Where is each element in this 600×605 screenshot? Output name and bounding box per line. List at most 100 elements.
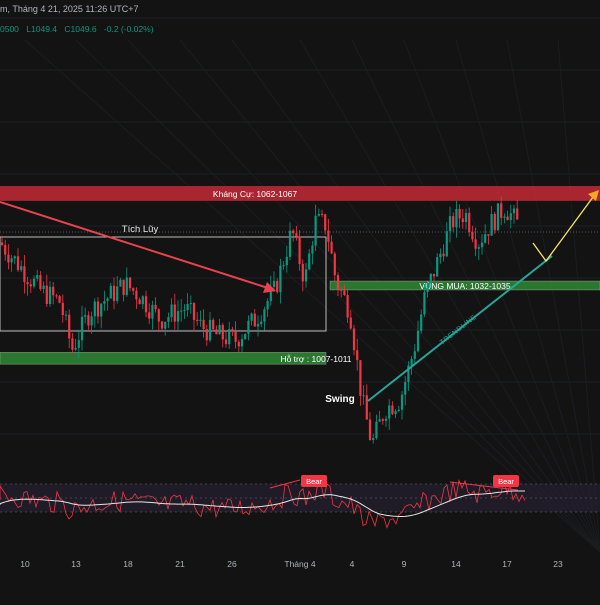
x-tick-label: 13 xyxy=(71,559,81,569)
candle-body xyxy=(244,333,247,340)
candle-body xyxy=(429,273,432,284)
candle-body xyxy=(474,239,477,249)
candle-body xyxy=(314,215,317,246)
grid-line xyxy=(455,39,600,553)
candle-body xyxy=(93,301,96,317)
candle-body xyxy=(423,292,426,315)
support-label: Hỗ trợ : 1007-1011 xyxy=(280,354,351,364)
candle-body xyxy=(301,263,304,282)
downtrend-arrow xyxy=(263,282,276,293)
candle-body xyxy=(90,316,93,326)
candle-body xyxy=(52,286,55,296)
candle-body xyxy=(365,395,368,420)
candle-body xyxy=(298,236,301,264)
downtrend-line xyxy=(0,201,269,289)
candle-body xyxy=(256,324,260,327)
candle-body xyxy=(36,275,39,279)
candle-body xyxy=(199,319,202,321)
rsi-line xyxy=(0,479,526,529)
candle-body xyxy=(0,242,4,246)
candle-body xyxy=(276,280,279,293)
candle-body xyxy=(112,285,116,301)
candle-body xyxy=(77,340,80,348)
candle-body xyxy=(343,290,346,296)
candle-body xyxy=(173,304,176,322)
candle-body xyxy=(503,216,506,218)
candle-body xyxy=(183,310,186,312)
candle-body xyxy=(384,418,388,421)
candle-body xyxy=(100,303,103,317)
buy-zone-zone xyxy=(329,280,600,291)
candle-body xyxy=(455,208,458,228)
candle-body xyxy=(394,410,397,415)
candle-body xyxy=(135,290,138,300)
candle-body xyxy=(164,321,167,329)
candle-body xyxy=(381,419,384,421)
candle-body xyxy=(436,257,439,277)
candle-body xyxy=(212,319,215,330)
grid-line xyxy=(231,39,600,553)
candle-body xyxy=(311,245,314,254)
candle-body xyxy=(420,314,423,331)
bear-badge-label: Bear xyxy=(498,477,514,486)
candle-body xyxy=(7,254,10,263)
ohlc-close: C1049.6 xyxy=(64,24,97,34)
candle-body xyxy=(23,266,26,283)
candle-body xyxy=(138,299,141,305)
candle-body xyxy=(263,309,266,322)
candle-body xyxy=(464,212,468,223)
candle-body xyxy=(327,230,330,242)
candle-body xyxy=(493,213,496,231)
candle-body xyxy=(39,275,42,290)
candle-body xyxy=(119,279,122,287)
candle-body xyxy=(397,409,400,411)
candle-body xyxy=(512,208,516,214)
bear-badge xyxy=(493,475,519,487)
candle-body xyxy=(266,301,269,310)
x-tick-label: 17 xyxy=(502,559,512,569)
grid-line xyxy=(506,39,600,553)
candle-body xyxy=(141,296,144,305)
grid-line xyxy=(179,39,600,553)
candle-body xyxy=(234,331,237,342)
candle-body xyxy=(109,285,112,299)
candle-body xyxy=(215,329,218,335)
candle-body xyxy=(500,203,503,218)
candle-body xyxy=(218,324,221,335)
grid-line xyxy=(24,39,600,553)
candle-body xyxy=(116,286,119,301)
candle-body xyxy=(320,214,324,216)
candle-body xyxy=(330,241,333,254)
candle-body xyxy=(272,280,276,287)
candle-body xyxy=(378,419,381,422)
candle-body xyxy=(29,284,32,287)
candle-body xyxy=(176,311,180,322)
candle-body xyxy=(292,230,295,234)
candle-body xyxy=(61,302,64,316)
rsi-divergence-line xyxy=(449,481,519,491)
candle-body xyxy=(237,341,240,347)
candle-body xyxy=(4,245,7,255)
candle-body xyxy=(132,288,135,291)
projection-path xyxy=(532,192,597,263)
candle-body xyxy=(144,296,148,313)
candle-body xyxy=(208,319,212,341)
x-tick-label: 26 xyxy=(227,559,237,569)
ohlc-change: -0.2 (-0.02%) xyxy=(103,24,154,34)
candle-body xyxy=(192,303,196,320)
buy-zone-label: VÙNG MUA: 1032-1035 xyxy=(419,281,510,291)
candle-body xyxy=(170,304,173,318)
candle-body xyxy=(71,338,74,350)
candle-body xyxy=(231,329,234,332)
candle-body xyxy=(68,314,71,339)
candle-body xyxy=(471,232,474,240)
candle-body xyxy=(279,265,282,293)
candle-body xyxy=(154,304,157,310)
candle-body xyxy=(413,351,416,359)
candle-body xyxy=(352,328,356,351)
candle-body xyxy=(16,256,20,271)
chart-title: m, Tháng 4 21, 2025 11:26 UTC+7 xyxy=(0,4,139,14)
candle-body xyxy=(128,277,132,289)
